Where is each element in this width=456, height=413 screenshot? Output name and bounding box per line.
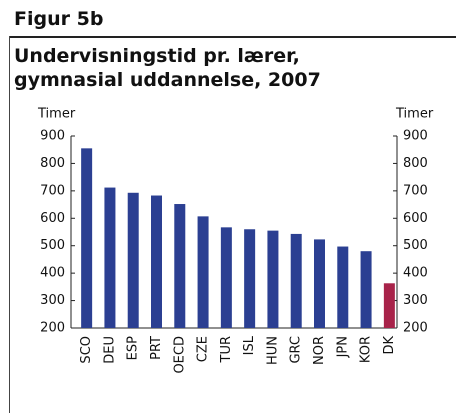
bar	[337, 246, 349, 328]
y2-tick-label: 700	[403, 183, 428, 198]
y-tick-label: 300	[40, 293, 65, 308]
bar	[81, 148, 93, 328]
x-tick-label: GRC	[289, 336, 304, 364]
x-tick-label: OECD	[172, 336, 187, 374]
x-tick-label: ISL	[242, 335, 257, 355]
x-tick-label: ESP	[126, 336, 141, 360]
x-tick-label: HUN	[265, 336, 280, 365]
header-rule	[9, 36, 456, 38]
y2-tick-label: 500	[403, 238, 428, 253]
y2-tick-label: 800	[403, 156, 428, 171]
x-tick-label: JPN	[335, 336, 350, 358]
y2-axis-label: Timer	[395, 107, 434, 122]
bar	[127, 192, 139, 328]
bar	[360, 251, 372, 328]
y-tick-label: 200	[40, 321, 65, 336]
x-tick-label: DEU	[102, 336, 117, 364]
bar	[244, 229, 256, 328]
bar	[267, 230, 279, 328]
figure-label: Figur 5b	[14, 8, 104, 30]
y-tick-label: 900	[40, 129, 65, 144]
y2-tick-label: 600	[403, 211, 428, 226]
chart-title: Undervisningstid pr. lærer, gymnasial ud…	[14, 45, 321, 91]
x-tick-label: CZE	[196, 336, 211, 362]
y-tick-label: 500	[40, 238, 65, 253]
bar	[220, 227, 232, 328]
x-tick-label: SCO	[79, 336, 94, 364]
x-tick-label: NOR	[312, 336, 327, 365]
x-tick-label: KOR	[359, 336, 374, 363]
y2-tick-label: 400	[403, 266, 428, 281]
x-tick-label: PRT	[149, 336, 164, 360]
bar	[104, 187, 116, 328]
y-tick-label: 600	[40, 211, 65, 226]
y2-tick-label: 200	[403, 321, 428, 336]
bar	[314, 239, 325, 328]
y2-tick-label: 900	[403, 129, 428, 144]
left-border	[9, 36, 10, 413]
y2-tick-label: 300	[403, 293, 428, 308]
x-tick-label: TUR	[219, 336, 234, 364]
bar	[174, 204, 186, 328]
y-tick-label: 700	[40, 183, 65, 198]
y-axis-label: Timer	[37, 107, 76, 122]
bar	[197, 216, 209, 328]
bar	[151, 195, 162, 328]
x-tick-label: DK	[382, 336, 397, 355]
y-tick-label: 400	[40, 266, 65, 281]
y-tick-label: 800	[40, 156, 65, 171]
bar	[290, 233, 302, 328]
bar	[383, 283, 395, 328]
